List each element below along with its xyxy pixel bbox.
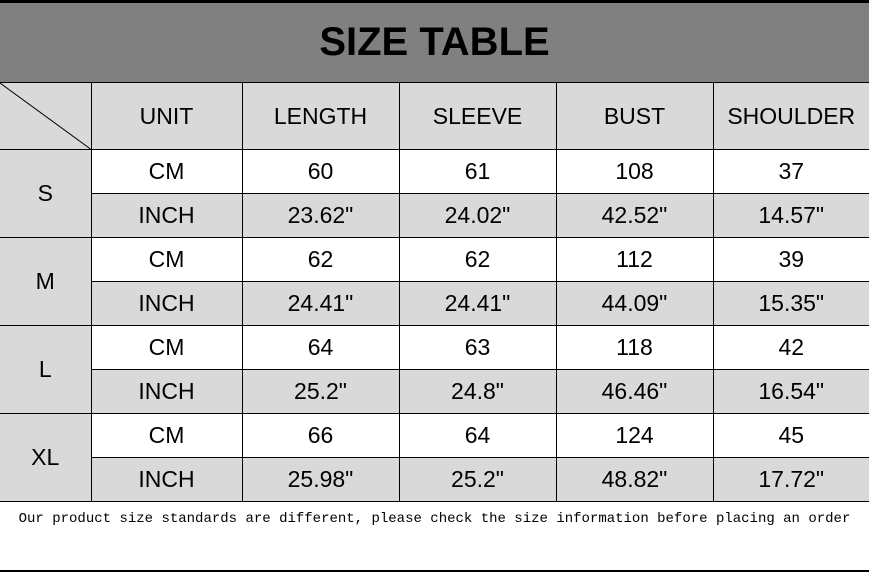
value-cell: 62 (241, 237, 400, 282)
value-cell: 62 (398, 237, 557, 282)
table-row: INCH 23.62" 24.02" 42.52" 14.57" (0, 193, 869, 238)
size-label: L (0, 325, 92, 414)
value-cell: 23.62" (241, 193, 400, 238)
unit-cell: CM (90, 325, 243, 370)
value-cell: 25.2" (398, 457, 557, 502)
value-cell: 17.72" (712, 457, 869, 502)
unit-cell: INCH (90, 281, 243, 326)
value-cell: 48.82" (555, 457, 714, 502)
header-row: UNIT LENGTH SLEEVE BUST SHOULDER (0, 82, 869, 150)
table-row: XL CM 66 64 124 45 (0, 413, 869, 502)
value-cell: 25.98" (241, 457, 400, 502)
table-row: INCH 25.2" 24.8" 46.46" 16.54" (0, 369, 869, 414)
unit-cell: INCH (90, 457, 243, 502)
value-cell: 108 (555, 149, 714, 194)
value-cell: 46.46" (555, 369, 714, 414)
unit-cell: CM (90, 149, 243, 194)
value-cell: 45 (712, 413, 869, 458)
value-cell: 42.52" (555, 193, 714, 238)
value-cell: 64 (398, 413, 557, 458)
value-cell: 24.02" (398, 193, 557, 238)
value-cell: 61 (398, 149, 557, 194)
value-cell: 24.41" (241, 281, 400, 326)
unit-cell: CM (90, 237, 243, 282)
size-table: UNIT LENGTH SLEEVE BUST SHOULDER S CM 60 61… (0, 82, 869, 502)
header-sleeve: SLEEVE (398, 82, 557, 150)
value-cell: 118 (555, 325, 714, 370)
page-title: SIZE TABLE (0, 0, 869, 82)
unit-cell: INCH (90, 369, 243, 414)
table-row: S CM 60 61 108 37 (0, 149, 869, 238)
unit-cell: CM (90, 413, 243, 458)
table-row: INCH 25.98" 25.2" 48.82" 17.72" (0, 457, 869, 502)
value-cell: 16.54" (712, 369, 869, 414)
value-cell: 37 (712, 149, 869, 194)
size-label: S (0, 149, 92, 238)
unit-cell: INCH (90, 193, 243, 238)
value-cell: 42 (712, 325, 869, 370)
size-label: M (0, 237, 92, 326)
value-cell: 24.41" (398, 281, 557, 326)
value-cell: 15.35" (712, 281, 869, 326)
value-cell: 39 (712, 237, 869, 282)
size-note: Our product size standards are different… (18, 511, 851, 527)
value-cell: 60 (241, 149, 400, 194)
divider (0, 570, 869, 572)
value-cell: 25.2" (241, 369, 400, 414)
table-row: INCH 24.41" 24.41" 44.09" 15.35" (0, 281, 869, 326)
value-cell: 44.09" (555, 281, 714, 326)
header-unit: UNIT (90, 82, 243, 150)
value-cell: 14.57" (712, 193, 869, 238)
value-cell: 63 (398, 325, 557, 370)
size-label: XL (0, 413, 92, 502)
header-bust: BUST (555, 82, 714, 150)
header-length: LENGTH (241, 82, 400, 150)
table-row: L CM 64 63 118 42 (0, 325, 869, 414)
header-shoulder: SHOULDER (712, 82, 869, 150)
corner-cell (0, 82, 92, 150)
value-cell: 66 (241, 413, 400, 458)
table-row: M CM 62 62 112 39 (0, 237, 869, 326)
value-cell: 124 (555, 413, 714, 458)
value-cell: 64 (241, 325, 400, 370)
value-cell: 24.8" (398, 369, 557, 414)
value-cell: 112 (555, 237, 714, 282)
